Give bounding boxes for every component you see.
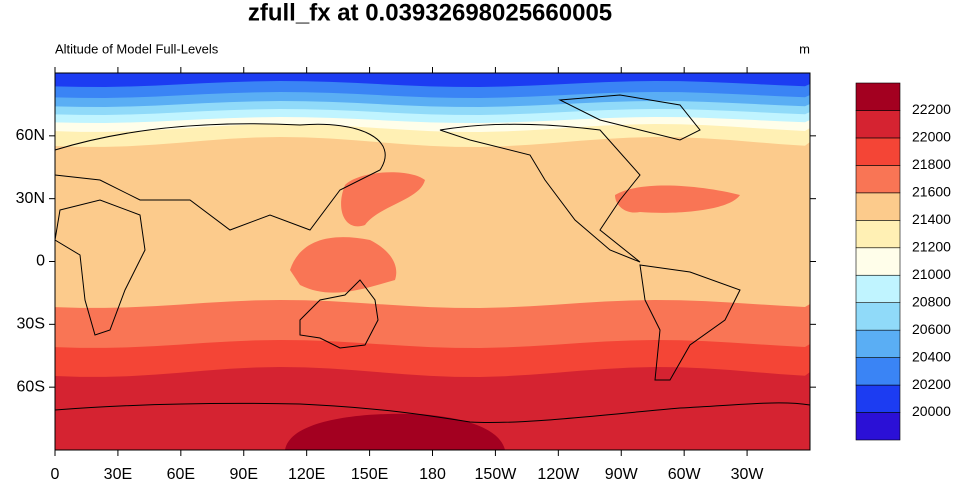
- colorbar-label: 20600: [912, 321, 951, 337]
- colorbar-label: 21400: [912, 211, 951, 227]
- x-tick-label: 30W: [731, 466, 765, 483]
- colorbar-box: [855, 192, 901, 221]
- colorbar-box: [855, 274, 901, 303]
- australia-coast: [299, 279, 379, 349]
- north-america-coast: [439, 123, 641, 263]
- x-tick-label: 60E: [167, 466, 195, 483]
- x-tick-label: 120W: [537, 466, 580, 483]
- colorbar-box: [855, 165, 901, 194]
- colorbar-label: 22200: [912, 101, 951, 117]
- colorbar-label: 21000: [912, 266, 951, 282]
- axes: 0 30E 60E 90E 120E 150E 180 150W 120W 90W 60W 30W 60…: [16, 67, 816, 483]
- x-tick-label: 180: [419, 466, 446, 483]
- antarctica-coast: [54, 402, 811, 424]
- africa-coast: [54, 199, 146, 336]
- coastlines: [54, 94, 811, 424]
- colorbar-box: [855, 329, 901, 358]
- x-tick-label: 0: [51, 466, 60, 483]
- colorbar-box: [855, 82, 901, 111]
- x-tick-label: 90E: [230, 466, 258, 483]
- left-string: Altitude of Model Full-Levels: [55, 41, 219, 56]
- title: zfull_fx at 0.03932698025660005: [248, 0, 612, 26]
- contour-band: [55, 367, 810, 450]
- colorbar-box: [855, 384, 901, 413]
- eurasia-coast: [54, 123, 386, 231]
- map: [55, 73, 810, 450]
- colorbar: 20000 20200 20400 20600 20800 21000 21200 21400…: [855, 82, 951, 441]
- south-america-coast: [639, 264, 741, 381]
- colorbar-box: [855, 357, 901, 386]
- x-tick-label: 60W: [668, 466, 702, 483]
- contour-patch: [341, 172, 425, 227]
- colorbar-box: [855, 220, 901, 249]
- colorbar-label: 20400: [912, 348, 951, 364]
- colorbar-label: 21800: [912, 156, 951, 172]
- contour-patch: [290, 237, 397, 293]
- colorbar-box: [855, 137, 901, 166]
- colorbar-label: 21200: [912, 238, 951, 254]
- y-tick-label: 60N: [16, 127, 45, 144]
- contour-patch: [615, 185, 740, 213]
- x-tick-label: 30E: [104, 466, 132, 483]
- x-tick-label: 120E: [288, 466, 325, 483]
- y-tick-label: 30N: [16, 190, 45, 207]
- colorbar-label: 20800: [912, 293, 951, 309]
- colorbar-box: [855, 110, 901, 139]
- colorbar-label: 20200: [912, 376, 951, 392]
- y-tick-label: 60S: [17, 378, 45, 395]
- greenland-arctic-coast: [558, 94, 701, 141]
- contour-patch: [285, 413, 505, 450]
- x-tick-label: 90W: [605, 466, 639, 483]
- colorbar-label: 21600: [912, 184, 951, 200]
- colorbar-label: 20000: [912, 403, 951, 419]
- y-tick-label: 30S: [17, 316, 45, 333]
- y-tick-label: 0: [36, 253, 45, 270]
- colorbar-box: [855, 412, 901, 441]
- units: m: [799, 41, 810, 56]
- x-tick-label: 150W: [475, 466, 518, 483]
- colorbar-box: [855, 302, 901, 331]
- x-tick-label: 150E: [351, 466, 388, 483]
- colorbar-label: 22000: [912, 129, 951, 145]
- colorbar-box: [855, 247, 901, 276]
